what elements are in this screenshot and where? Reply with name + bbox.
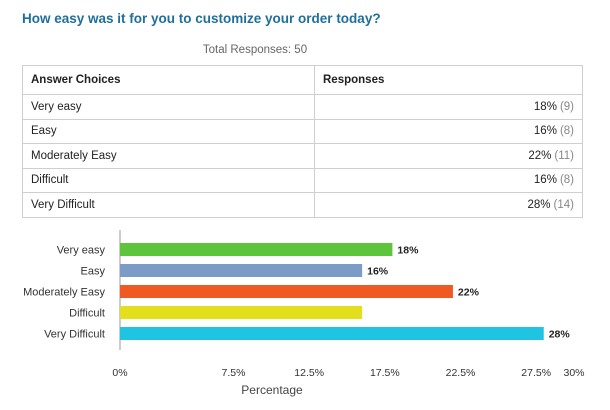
bar-very-difficult	[120, 327, 544, 340]
response-cell: 28% (14)	[314, 192, 583, 218]
category-label: Easy	[81, 266, 106, 278]
table-row: Difficult 16% (8)	[22, 167, 583, 193]
answer-choice-cell: Easy	[22, 118, 315, 144]
response-count: (8)	[559, 174, 574, 187]
table-row: Very Difficult 28% (14)	[22, 192, 583, 218]
data-label: 16%	[367, 266, 389, 278]
response-percent: 28%	[527, 198, 551, 211]
chart-canvas: Very easy 18% Easy 16% Moderately Easy 22% Dif…	[23, 230, 585, 397]
x-axis-title: Percentage	[241, 383, 303, 397]
table-row: Easy 16% (8)	[22, 118, 583, 144]
results-bar-chart: Very easy 18% Easy 16% Moderately Easy 22% Dif…	[0, 222, 610, 410]
response-count: (11)	[554, 149, 574, 162]
bar-difficult	[120, 306, 363, 319]
data-label: 22%	[458, 287, 480, 299]
x-tick-label: 0%	[112, 367, 127, 379]
answer-choice-cell: Moderately Easy	[22, 143, 315, 169]
category-label: Moderately Easy	[23, 287, 105, 299]
response-cell: 16% (8)	[314, 118, 583, 144]
response-count: (8)	[559, 125, 574, 138]
total-responses: Total Responses: 50	[202, 44, 308, 56]
survey-question: How easy was it for you to customize you…	[22, 11, 381, 26]
x-tick-label: 17.5%	[370, 367, 400, 379]
table-header-row: Answer Choices Responses	[22, 65, 583, 95]
answer-choice-cell: Difficult	[22, 167, 315, 193]
response-count: (14)	[553, 198, 574, 211]
header-responses: Responses	[314, 65, 583, 95]
results-table: Answer Choices Responses Very easy 18% (9)…	[22, 65, 583, 218]
response-count: (9)	[559, 100, 574, 113]
answer-choice-cell: Very easy	[22, 94, 315, 120]
x-tick-label: 27.5%	[521, 367, 551, 379]
x-tick-label: 30%	[563, 367, 584, 379]
header-answer-choices: Answer Choices	[22, 65, 315, 95]
table-row: Very easy 18% (9)	[22, 94, 583, 120]
response-cell: 16% (8)	[314, 167, 583, 193]
response-percent: 18%	[533, 100, 557, 113]
bar-moderately-easy	[120, 285, 453, 298]
response-percent: 16%	[533, 125, 557, 138]
category-label: Very easy	[57, 245, 106, 257]
data-label: 28%	[549, 329, 571, 341]
category-label: Difficult	[69, 308, 105, 320]
response-cell: 18% (9)	[314, 94, 583, 120]
bar-easy	[120, 264, 363, 277]
data-label: 18%	[397, 245, 419, 257]
answer-choice-cell: Very Difficult	[22, 192, 315, 218]
x-tick-label: 7.5%	[222, 367, 246, 379]
response-percent: 16%	[533, 174, 557, 187]
bar-very-easy	[120, 243, 393, 256]
response-percent: 22%	[528, 149, 552, 162]
response-cell: 22% (11)	[314, 143, 583, 169]
table-row: Moderately Easy 22% (11)	[22, 143, 583, 169]
x-tick-label: 12.5%	[294, 367, 324, 379]
category-label: Very Difficult	[44, 329, 105, 341]
x-tick-label: 22.5%	[446, 367, 476, 379]
